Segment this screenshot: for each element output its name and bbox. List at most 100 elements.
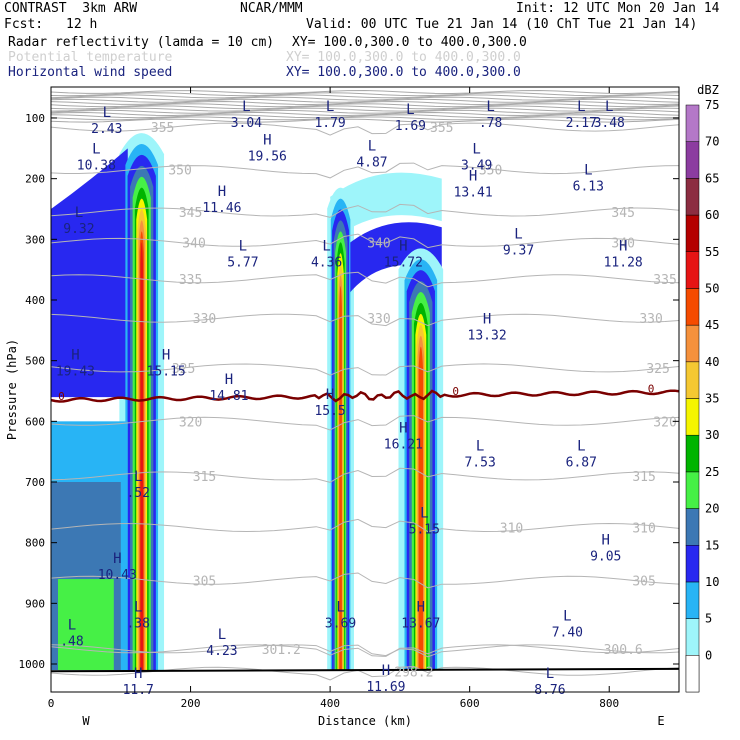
theta-contour-stratosphere <box>51 92 679 97</box>
wind-extremum-high-marker: H <box>602 533 610 549</box>
wind-extremum-low-marker: L <box>92 141 100 157</box>
x-tick-label: 200 <box>181 697 201 710</box>
wind-extremum-value: 19.43 <box>56 365 95 380</box>
theta-contour-300.6 <box>51 644 679 657</box>
wind-extremum-low-marker: L <box>68 618 76 634</box>
x-tick-label: 400 <box>320 697 340 710</box>
colorbar-label: 25 <box>705 465 719 479</box>
wind-extremum-value: 6.87 <box>566 456 597 471</box>
x-end-label-east: E <box>657 714 664 728</box>
colorbar-swatch-15 <box>685 545 700 583</box>
colorbar-swatch-75 <box>685 104 700 142</box>
wind-extremum-low-marker: L <box>239 239 247 255</box>
wind-extremum-value: 10.38 <box>77 158 116 173</box>
colorbar-swatch-35 <box>685 398 700 436</box>
wind-extremum-value: 2.43 <box>91 122 122 137</box>
colorbar-swatch-below <box>685 655 700 693</box>
theta-contour-stratosphere <box>51 105 679 110</box>
y-tick-label: 300 <box>25 233 45 246</box>
theta-contour-stratosphere <box>51 114 679 119</box>
theta-label: 345 <box>179 206 202 221</box>
theta-label: 350 <box>479 164 502 179</box>
theta-contour-345 <box>51 203 679 218</box>
theta-contour-350 <box>51 162 679 179</box>
wind-extremum-low-marker: L <box>476 439 484 455</box>
wind-extremum-value: 11.28 <box>604 256 643 271</box>
wind-extremum-value: .52 <box>126 486 149 501</box>
colorbar-unit: dBZ <box>697 83 719 97</box>
colorbar-label: 15 <box>705 538 719 552</box>
theta-label: 310 <box>632 522 655 537</box>
colorbar-swatch-45 <box>685 324 700 363</box>
theta-contour-315 <box>51 467 679 483</box>
theta-contour-320 <box>51 415 679 431</box>
wind-extremum-low-marker: L <box>563 609 571 625</box>
wind-extremum-value: 4.23 <box>206 644 237 659</box>
wind-extremum-value: 13.41 <box>454 186 493 201</box>
wind-extremum-value: 15.15 <box>147 365 186 380</box>
theta-contour-stratosphere <box>51 100 679 106</box>
wind-extremum-value: 14.81 <box>209 389 248 404</box>
wind-extremum-value: 2.17 <box>566 116 597 131</box>
y-tick-label: 700 <box>25 476 45 489</box>
colorbar-label: 50 <box>705 281 719 295</box>
wind-extremum-high-marker: H <box>263 132 271 148</box>
theta-label: 305 <box>193 574 216 589</box>
wind-extremum-low-marker: L <box>242 99 250 115</box>
wind-extremum-value: 13.67 <box>401 616 440 631</box>
colorbar-label: 40 <box>705 355 719 369</box>
reflectivity-band-50-dbz <box>339 285 342 671</box>
y-tick-label: 800 <box>25 537 45 550</box>
model-title: CONTRAST 3km ARW <box>4 1 138 16</box>
theta-label: 305 <box>632 574 655 589</box>
field-reflectivity-name: Radar reflectivity (lamda = 10 cm) <box>8 35 275 50</box>
wind-extremum-value: 16.21 <box>384 438 423 453</box>
freezing-level-label: 0 <box>452 385 459 398</box>
theta-label: 345 <box>611 206 634 221</box>
wind-extremum-low-marker: L <box>336 599 344 615</box>
colorbar-swatch-50 <box>685 288 700 326</box>
theta-label: 335 <box>653 273 676 288</box>
wind-extremum-low-marker: L <box>134 469 142 485</box>
theta-contour-305 <box>51 572 679 589</box>
colorbar-label: 20 <box>705 502 719 516</box>
wind-extremum-high-marker: H <box>469 169 477 185</box>
theta-contour-stratosphere <box>51 107 679 112</box>
theta-label: 310 <box>500 522 523 537</box>
terrain-line <box>51 667 679 673</box>
theta-label: 355 <box>151 121 174 136</box>
theta-contour-stratosphere <box>51 98 679 103</box>
colorbar-label: 55 <box>705 245 719 259</box>
wind-extremum-value: .78 <box>479 116 502 131</box>
wind-extremum-value: 13.32 <box>468 328 507 343</box>
theta-label: 350 <box>168 164 191 179</box>
theta-label: 325 <box>646 362 669 377</box>
wind-extremum-low-marker: L <box>472 141 480 157</box>
colorbar-label: 75 <box>705 98 719 112</box>
theta-label: 320 <box>179 415 202 430</box>
theta-contour-stratosphere <box>51 103 679 108</box>
x-tick-label: 800 <box>599 697 619 710</box>
colorbar-label: 35 <box>705 392 719 406</box>
wind-extremum-low-marker: L <box>605 99 613 115</box>
wind-extremum-low-marker: L <box>486 99 494 115</box>
wind-extremum-value: 4.36 <box>311 256 342 271</box>
colorbar-swatch-55 <box>685 251 700 289</box>
theta-label: 320 <box>653 415 676 430</box>
wind-extremum-value: 3.69 <box>325 616 356 631</box>
theta-contour-stratosphere <box>51 109 679 114</box>
theta-label: 340 <box>182 236 205 251</box>
init-time: Init: 12 UTC Mon 20 Jan 14 <box>516 1 720 16</box>
wind-extremum-high-marker: H <box>113 551 121 567</box>
wind-extremum-low-marker: L <box>103 105 111 121</box>
fcst-label: Fcst: <box>4 17 44 32</box>
wind-extremum-low-marker: L <box>75 205 83 221</box>
reflectivity-band-50-dbz <box>418 346 423 671</box>
theta-contour-325 <box>51 363 679 376</box>
wind-extremum-value: 10.43 <box>98 568 137 583</box>
theta-label: 300.6 <box>604 643 643 658</box>
field-wind-name: Horizontal wind speed <box>8 65 173 80</box>
wind-extremum-value: 3.04 <box>231 116 262 131</box>
wind-extremum-value: 11.69 <box>366 680 405 695</box>
theta-label: 298.2 <box>394 665 433 680</box>
